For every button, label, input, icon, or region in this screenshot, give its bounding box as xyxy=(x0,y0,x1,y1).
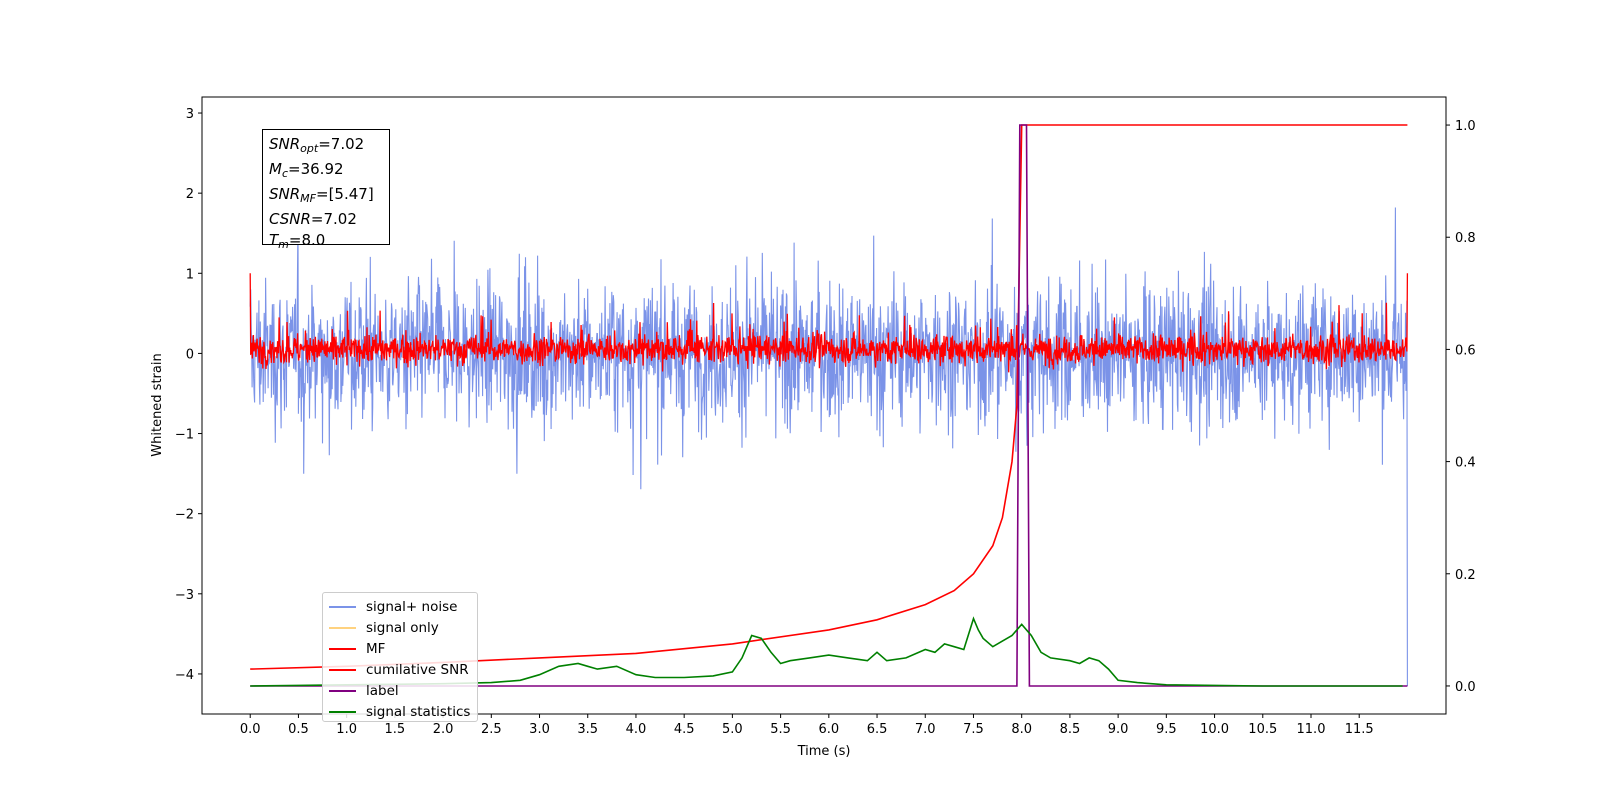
y-axis-left: 3 2 1 0 −1 −2 −3 −4 xyxy=(175,107,202,683)
legend-swatch xyxy=(329,668,356,671)
tm-annotation: Tm=8.0 xyxy=(269,230,389,255)
y-tick-label: 2 xyxy=(186,187,194,202)
x-tick-label: 8.5 xyxy=(1060,722,1081,737)
y2-tick-label: 1.0 xyxy=(1455,119,1476,134)
y-axis-label: Whitened strain xyxy=(150,353,165,456)
x-tick-label: 2.5 xyxy=(481,722,502,737)
snr-opt-value: =7.02 xyxy=(318,135,365,153)
x-tick-label: 0.5 xyxy=(288,722,309,737)
x-tick-label: 1.5 xyxy=(385,722,406,737)
csnr-symbol: CSNR xyxy=(269,210,311,228)
legend-label: label xyxy=(366,682,399,699)
y-tick-label: 3 xyxy=(186,107,194,122)
y2-tick-label: 0.4 xyxy=(1455,456,1476,471)
x-tick-label: 7.5 xyxy=(963,722,984,737)
legend-entry: signal statistics xyxy=(329,701,477,722)
y-tick-label: −2 xyxy=(175,508,194,523)
mc-value: =36.92 xyxy=(288,160,344,178)
x-tick-label: 11.5 xyxy=(1345,722,1374,737)
x-tick-label: 0.0 xyxy=(240,722,261,737)
mc-symbol: M xyxy=(269,160,282,178)
x-tick-label: 3.5 xyxy=(577,722,598,737)
legend-label: cumilative SNR xyxy=(366,661,469,678)
x-tick-label: 8.0 xyxy=(1011,722,1032,737)
legend-label: signal+ noise xyxy=(366,598,458,615)
x-tick-label: 4.0 xyxy=(626,722,647,737)
x-tick-label: 3.0 xyxy=(529,722,550,737)
legend-swatch xyxy=(329,605,356,608)
tm-symbol: T xyxy=(269,231,279,249)
legend-entry: label xyxy=(329,680,477,701)
right-axis-series xyxy=(250,124,1408,687)
legend: signal+ noise signal only MF cumilative … xyxy=(322,592,478,722)
legend-entry: cumilative SNR xyxy=(329,659,477,680)
csnr-annotation: CSNR=7.02 xyxy=(269,209,389,230)
x-tick-label: 10.0 xyxy=(1200,722,1229,737)
series-line-label xyxy=(250,124,1408,687)
snr-mf-symbol: SNR xyxy=(269,185,301,203)
series-line-cumilative-SNR xyxy=(250,124,1408,670)
y2-tick-label: 0.2 xyxy=(1455,568,1476,583)
mc-annotation: Mc=36.92 xyxy=(269,159,389,184)
y-tick-label: −3 xyxy=(175,588,194,603)
y2-tick-label: 0.0 xyxy=(1455,680,1476,695)
tm-subscript: m xyxy=(278,238,289,251)
y2-tick-label: 0.8 xyxy=(1455,231,1476,246)
mc-subscript: c xyxy=(281,167,289,180)
series-line-signal-statistics xyxy=(250,616,1403,687)
snr-opt-subscript: opt xyxy=(300,142,319,155)
legend-entry: MF xyxy=(329,638,477,659)
y-tick-label: 0 xyxy=(186,347,194,362)
x-tick-label: 7.0 xyxy=(915,722,936,737)
y-axis-right: 1.0 0.8 0.6 0.4 0.2 0.0 xyxy=(1446,119,1476,695)
mf-series xyxy=(249,273,1409,373)
x-axis: 0.0 0.5 1.0 1.5 2.0 2.5 3.0 3.5 4.0 4.5 5.0 5.5 6.0 6… xyxy=(240,714,1374,737)
snr-mf-annotation: SNRMF=[5.47] xyxy=(269,184,389,209)
x-tick-label: 4.5 xyxy=(674,722,695,737)
legend-swatch xyxy=(329,689,356,692)
legend-label: signal statistics xyxy=(366,703,471,720)
legend-entry: signal only xyxy=(329,617,477,638)
x-tick-label: 2.0 xyxy=(433,722,454,737)
y2-tick-label: 0.6 xyxy=(1455,343,1476,358)
legend-swatch xyxy=(329,710,356,713)
annotation-box: SNRopt=7.02 Mc=36.92 SNRMF=[5.47] CSNR=7… xyxy=(262,129,390,251)
x-tick-label: 1.0 xyxy=(336,722,357,737)
snr-mf-value: =[5.47] xyxy=(316,185,374,203)
y-tick-label: −1 xyxy=(175,428,194,443)
x-tick-label: 6.0 xyxy=(818,722,839,737)
plot-frame xyxy=(201,96,1447,715)
legend-swatch xyxy=(329,647,356,650)
legend-label: signal only xyxy=(366,619,439,636)
legend-entry: signal+ noise xyxy=(329,596,477,617)
y-tick-label: −4 xyxy=(175,668,194,683)
legend-label: MF xyxy=(366,640,386,657)
x-tick-label: 9.5 xyxy=(1156,722,1177,737)
snr-opt-symbol: SNR xyxy=(269,135,301,153)
x-tick-label: 6.5 xyxy=(867,722,888,737)
snr-opt-annotation: SNRopt=7.02 xyxy=(269,134,389,159)
x-tick-label: 10.5 xyxy=(1248,722,1277,737)
x-tick-label: 5.5 xyxy=(770,722,791,737)
tm-value: =8.0 xyxy=(288,231,326,249)
x-tick-label: 5.0 xyxy=(722,722,743,737)
series-line-mf xyxy=(249,273,1409,373)
x-axis-label: Time (s) xyxy=(797,744,851,759)
y-tick-label: 1 xyxy=(186,267,194,282)
legend-swatch xyxy=(329,626,356,629)
x-tick-label: 9.0 xyxy=(1108,722,1129,737)
x-tick-label: 11.0 xyxy=(1297,722,1326,737)
snr-mf-subscript: MF xyxy=(300,192,316,205)
csnr-value: =7.02 xyxy=(310,210,357,228)
